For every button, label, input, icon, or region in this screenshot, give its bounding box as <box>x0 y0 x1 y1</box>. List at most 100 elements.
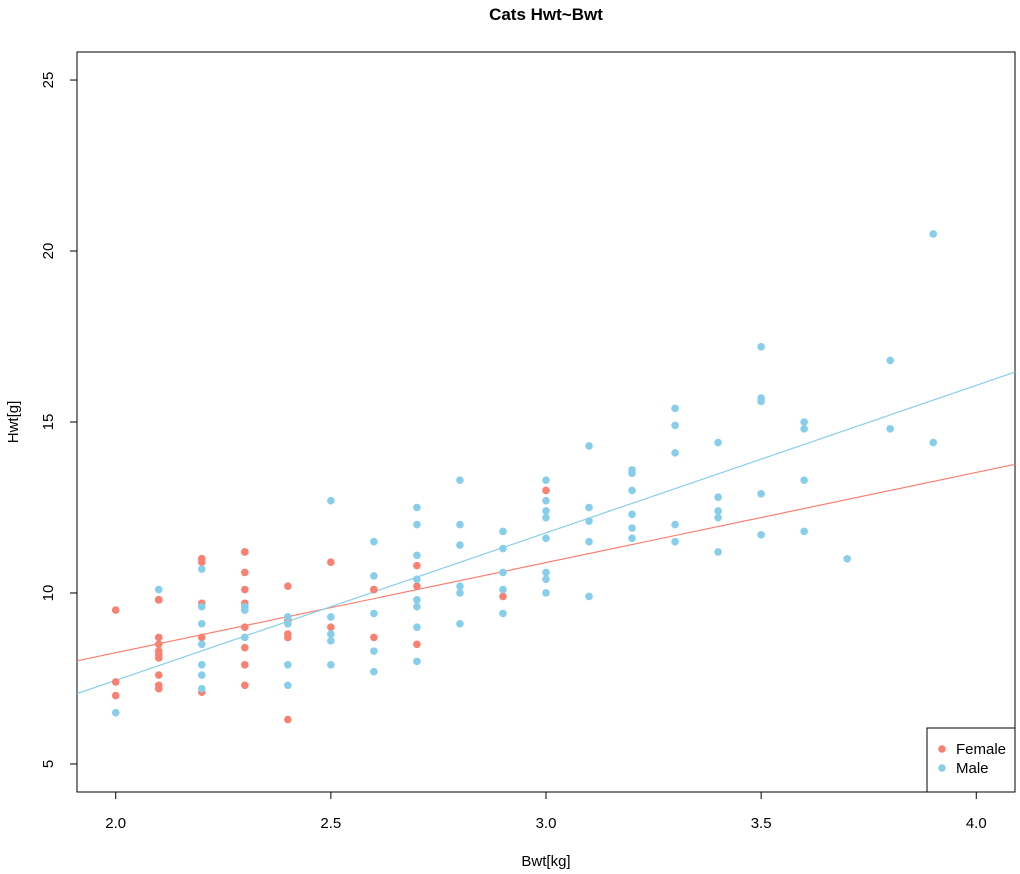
male-point <box>456 619 464 628</box>
female-point <box>370 633 378 642</box>
male-point <box>671 404 679 413</box>
male-point <box>757 490 765 498</box>
male-point <box>241 633 249 642</box>
female-point <box>111 691 120 700</box>
male-point <box>499 609 507 618</box>
male-point <box>843 554 851 563</box>
y-axis-label: Hwt[g] <box>5 401 22 444</box>
male-point <box>197 684 206 693</box>
female-point <box>197 633 206 642</box>
female-point <box>370 585 378 594</box>
male-point <box>284 613 292 621</box>
legend: Female Male <box>926 727 1016 793</box>
male-point <box>585 442 593 450</box>
male-point <box>929 230 938 238</box>
x-tick-label: 3.5 <box>751 815 772 832</box>
chart-title: Cats Hwt~Bwt <box>489 5 603 24</box>
male-point <box>585 537 593 546</box>
male-point <box>413 623 421 631</box>
male-point <box>327 637 335 645</box>
male-point <box>456 589 464 597</box>
x-axis: 2.0 2.5 3.0 3.5 4.0 <box>105 792 987 832</box>
y-tick-label: 10 <box>40 585 57 602</box>
male-point <box>499 585 507 594</box>
male-point <box>800 527 808 536</box>
y-axis: 5 10 15 20 25 <box>40 72 77 768</box>
y-tick-label: 25 <box>40 72 57 89</box>
male-point <box>370 647 378 655</box>
male-point <box>714 507 722 515</box>
male-point <box>542 476 550 484</box>
male-point <box>628 510 636 519</box>
female-point <box>241 585 249 594</box>
male-point <box>413 657 421 666</box>
male-point <box>413 596 421 604</box>
y-tick-label: 15 <box>40 414 57 431</box>
legend-box <box>926 727 1016 793</box>
male-point <box>413 602 421 611</box>
female-point <box>284 715 292 724</box>
male-point <box>499 568 507 577</box>
male-point <box>284 619 292 628</box>
male-point <box>628 466 636 474</box>
x-tick-label: 3.0 <box>536 815 557 832</box>
male-point <box>585 517 593 525</box>
x-tick-label: 4.0 <box>966 815 987 832</box>
female-point <box>413 582 421 590</box>
x-tick-label: 2.5 <box>320 815 341 832</box>
male-point <box>284 681 292 690</box>
female-point <box>241 568 249 577</box>
male-point <box>757 394 765 402</box>
y-tick-label: 5 <box>40 760 57 768</box>
male-point <box>542 589 550 597</box>
x-tick-label: 2.0 <box>105 815 126 832</box>
male-point <box>197 671 206 679</box>
female-point <box>154 596 163 604</box>
male-point <box>800 476 808 484</box>
male-point <box>542 568 550 577</box>
data-points <box>111 230 938 724</box>
male-point <box>241 606 249 614</box>
male-point <box>499 544 507 553</box>
male-point <box>197 565 206 573</box>
male-point <box>800 425 808 433</box>
male-point <box>154 585 163 594</box>
female-point <box>111 606 120 614</box>
male-point <box>499 527 507 536</box>
female-point <box>241 623 249 631</box>
male-point <box>111 708 120 717</box>
female-point <box>241 681 249 690</box>
male-point <box>886 425 895 433</box>
female-point <box>499 592 507 601</box>
female-point <box>241 548 249 556</box>
male-point <box>327 496 335 505</box>
male-point <box>886 356 895 365</box>
male-point <box>413 520 421 529</box>
male-point <box>542 496 550 505</box>
male-point <box>585 592 593 601</box>
male-point <box>671 448 679 457</box>
male-point <box>628 486 636 495</box>
female-point <box>154 640 163 649</box>
male-point <box>542 534 550 543</box>
male-point <box>327 630 335 638</box>
female-point <box>284 582 292 590</box>
male-point <box>542 507 550 515</box>
male-point <box>327 660 335 669</box>
regression-lines <box>76 371 1016 695</box>
plot-area <box>76 51 1016 793</box>
legend-label-male: Male <box>956 760 989 777</box>
male-point <box>757 531 765 539</box>
male-point <box>370 572 378 580</box>
female-point <box>542 486 550 495</box>
male-point <box>800 418 808 426</box>
male-point <box>628 524 636 532</box>
male-point <box>197 619 206 628</box>
y-tick-label: 20 <box>40 243 57 260</box>
legend-marker-female <box>938 745 946 753</box>
male-point <box>714 513 722 522</box>
female-point <box>197 554 206 563</box>
male-point <box>671 421 679 430</box>
male-point <box>628 534 636 543</box>
